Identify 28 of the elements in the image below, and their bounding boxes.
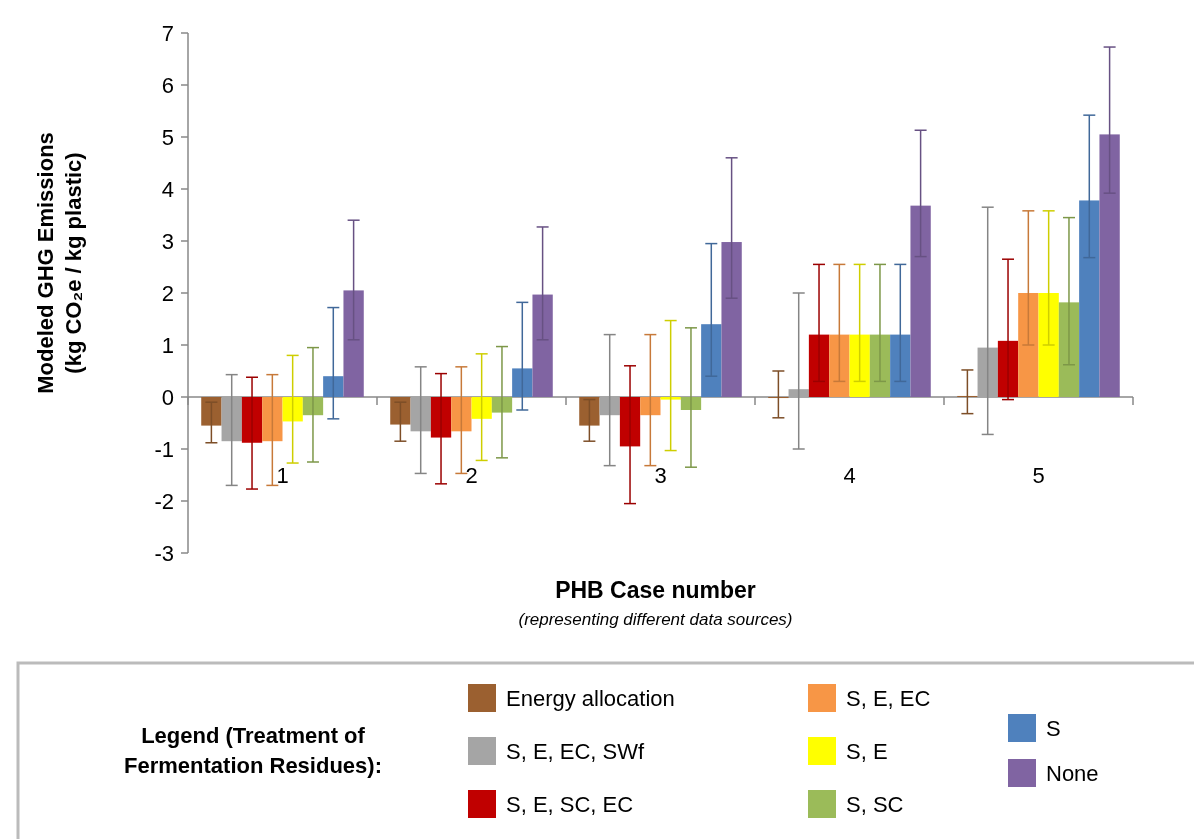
legend-label: S, E, EC [846,685,931,711]
x-tick-label: 1 [276,463,289,488]
x-tick-label: 3 [654,463,667,488]
x-tick-label: 2 [465,463,478,488]
legend-label: Energy allocation [506,685,675,711]
legend-label: None [1046,760,1099,786]
y-tick-label: 2 [161,280,174,306]
text: (representing different data sources) [518,610,793,629]
y-tick-label: 6 [161,72,174,98]
x-axis-title: PHB Case number [555,577,756,603]
x-tick-label: 4 [843,463,856,488]
x-tick-label: 5 [1032,463,1045,488]
legend-label: S [1046,715,1061,741]
y-axis-title: Modeled GHG Emissions (kg CO₂e / kg plastic) [33,132,86,394]
legend-label: S, E [846,738,888,764]
y-tick-label: 4 [161,176,174,202]
legend-title: Legend (Treatment of Fermentation Residues): [124,723,382,778]
y-tick-label: -2 [154,488,174,514]
y-tick-label: 5 [161,124,174,150]
y-tick-label: 1 [161,332,174,358]
y-tick-label: 7 [161,20,174,46]
y-tick-label: -1 [154,436,174,462]
y-tick-label: 0 [161,384,174,410]
legend-label: S, E, SC, EC [506,791,634,817]
legend-label: S, E, EC, SWf [506,738,646,764]
legend-label: S, SC [846,791,904,817]
y-tick-label: 3 [161,228,174,254]
y-tick-label: -3 [154,540,174,566]
